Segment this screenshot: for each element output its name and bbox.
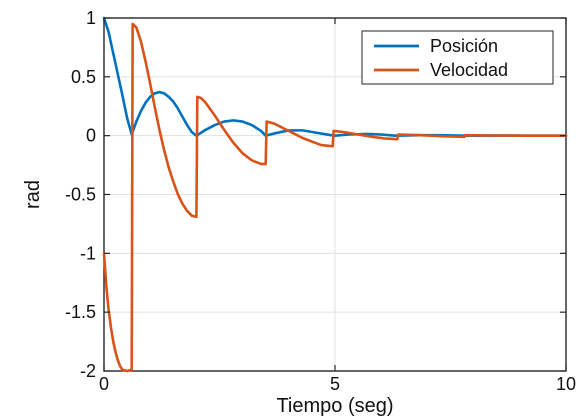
legend-box [361,30,554,85]
series-line-velocidad [102,22,568,373]
labels-layer: Tiempo (seg) rad [22,180,394,417]
y-tick-label-3: -0.5 [65,185,96,205]
legend-label-velocidad: Velocidad [430,60,508,80]
x-tick-label-2: 10 [556,374,576,394]
y-axis-label: rad [22,180,44,209]
legend-label-posicion: Posición [430,36,498,56]
legend: Posición Velocidad [361,30,554,85]
x-axis-label: Tiempo (seg) [276,395,393,417]
y-tick-label-2: 0 [86,126,96,146]
y-tick-label-4: -1 [80,243,96,263]
y-tick-label-0: 1 [86,8,96,28]
y-tick-label-5: -1.5 [65,302,96,322]
y-tick-label-1: 0.5 [71,67,96,87]
x-tick-label-0: 0 [99,374,109,394]
series-line-posicion [102,16,568,137]
y-tick-label-6: -2 [80,361,96,381]
series-layer [102,16,568,373]
ticks-layer: 0 5 10 1 0.5 0 -0.5 -1 -1.5 -2 [65,8,576,394]
x-tick-label-1: 5 [330,374,340,394]
